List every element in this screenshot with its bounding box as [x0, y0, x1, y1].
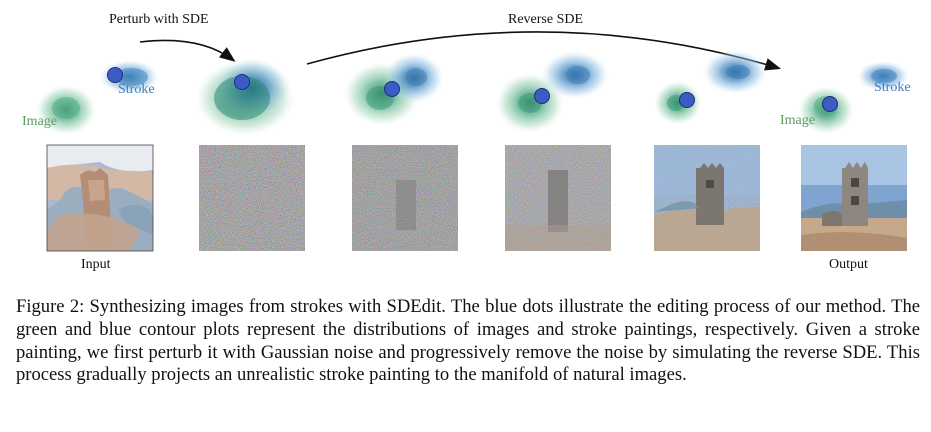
contour-step4 [654, 50, 767, 125]
reverse-arrow [306, 31, 782, 71]
figure-caption: Figure 2: Synthesizing images from strok… [16, 296, 920, 386]
thumb-noise-1 [199, 145, 305, 251]
thumb-output [801, 145, 907, 251]
contour-stroke-right [857, 61, 909, 91]
contour-perturbed [195, 58, 295, 136]
dot-perturbed [234, 74, 250, 90]
image-label-left: Image [22, 114, 57, 129]
thumb-noise-4 [654, 145, 760, 251]
editing-dots [107, 67, 838, 112]
contour-step3 [496, 51, 609, 133]
output-label: Output [829, 257, 868, 272]
thumb-noise-2 [352, 145, 458, 251]
dot-output [822, 96, 838, 112]
thumb-input [46, 144, 154, 252]
dot-step3 [534, 88, 550, 104]
dot-step2 [384, 81, 400, 97]
reverse-label: Reverse SDE [508, 12, 584, 27]
perturb-arrow [139, 39, 236, 62]
stroke-label-left: Stroke [118, 82, 155, 97]
dot-step4 [679, 92, 695, 108]
input-label: Input [81, 257, 111, 272]
dot-input [107, 67, 123, 83]
perturb-label: Perturb with SDE [109, 12, 209, 27]
figure: Perturb with SDE Reverse SDE Image Strok… [22, 12, 911, 272]
stroke-label-right: Stroke [874, 80, 911, 95]
figure-graphic [36, 31, 909, 252]
thumb-noise-3 [505, 145, 611, 251]
contour-image-left [36, 85, 96, 135]
image-label-right: Image [780, 113, 815, 128]
